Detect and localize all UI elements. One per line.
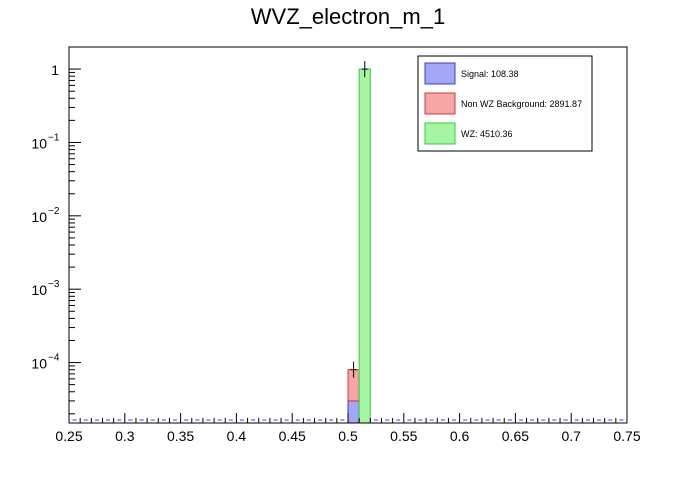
x-tick-label: 0.5 xyxy=(338,428,358,444)
x-tick-label: 0.6 xyxy=(450,428,470,444)
legend-swatch-wz xyxy=(424,122,456,145)
y-tick-exponent: −2 xyxy=(48,206,60,217)
legend-label-wz: WZ: 4510.36 xyxy=(461,129,513,139)
y-tick-exponent: −1 xyxy=(48,132,60,143)
legend-swatch-signal xyxy=(424,62,456,85)
y-tick-label: 1 xyxy=(51,62,59,78)
x-tick-label: 0.4 xyxy=(227,428,247,444)
y-tick-label: 10 xyxy=(31,356,47,372)
x-tick-label: 0.7 xyxy=(561,428,581,444)
x-tick-label: 0.35 xyxy=(167,428,194,444)
x-tick-label: 0.25 xyxy=(55,428,82,444)
legend-label-signal: Signal: 108.38 xyxy=(461,69,519,79)
x-tick-label: 0.45 xyxy=(279,428,306,444)
legend-swatch-background xyxy=(424,92,456,115)
chart-title: WVZ_electron_m_1 xyxy=(250,4,446,29)
bar-signal xyxy=(347,400,360,424)
y-tick-exponent: −4 xyxy=(48,353,60,364)
x-tick-label: 0.75 xyxy=(613,428,640,444)
x-tick-label: 0.3 xyxy=(115,428,135,444)
y-tick-exponent: −3 xyxy=(48,279,60,290)
x-tick-label: 0.65 xyxy=(502,428,529,444)
x-tick-label: 0.55 xyxy=(390,428,417,444)
legend-label-background: Non WZ Background: 2891.87 xyxy=(461,99,582,109)
y-tick-label: 10 xyxy=(31,282,47,298)
y-tick-label: 10 xyxy=(31,135,47,151)
y-tick-label: 10 xyxy=(31,209,47,225)
bar-wz xyxy=(358,68,371,424)
